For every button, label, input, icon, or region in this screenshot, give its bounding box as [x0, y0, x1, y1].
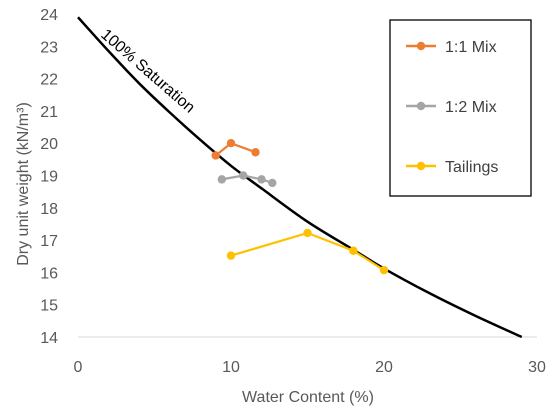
data-point — [226, 251, 236, 260]
legend-label: Tailings — [445, 159, 498, 176]
data-point — [251, 148, 260, 157]
x-axis-title: Water Content (%) — [242, 389, 374, 406]
series-3 — [77, 16, 523, 339]
legend-entry: Tailings — [406, 159, 498, 176]
y-tick-label: 22 — [40, 72, 58, 89]
series-line — [230, 231, 385, 272]
saturation-curve-label: 100% Saturation — [97, 26, 197, 116]
y-tick-label: 18 — [40, 201, 58, 218]
legend: 1:1 Mix 1:2 Mix Tailings — [389, 19, 532, 197]
y-tick-label: 14 — [40, 330, 58, 347]
data-point — [257, 175, 266, 184]
series-line — [77, 16, 523, 339]
data-point — [268, 178, 277, 188]
series-0 — [211, 139, 260, 160]
y-tick-label: 24 — [40, 7, 58, 24]
x-tick-label: 0 — [74, 359, 83, 376]
legend-label: 1:1 Mix — [445, 39, 497, 56]
y-tick-label: 21 — [40, 104, 58, 121]
series-layer — [77, 16, 523, 339]
data-point — [239, 171, 248, 180]
y-tick-label: 16 — [40, 265, 58, 282]
series-line — [221, 174, 273, 184]
x-axis-tick-labels: 0 10 20 30 — [74, 359, 546, 376]
data-point — [217, 175, 227, 184]
legend-items: 1:1 Mix 1:2 Mix Tailings — [406, 39, 498, 176]
legend-swatch-marker — [416, 161, 426, 171]
x-tick-label: 10 — [222, 359, 240, 376]
legend-entry: 1:2 Mix — [406, 99, 497, 116]
legend-entry: 1:1 Mix — [406, 39, 497, 56]
x-tick-label: 30 — [528, 359, 546, 376]
y-tick-label: 19 — [40, 169, 58, 186]
legend-swatch-marker — [416, 41, 426, 51]
legend-swatch-marker — [416, 101, 426, 111]
legend-label: 1:2 Mix — [445, 99, 497, 116]
data-point — [211, 151, 220, 160]
y-tick-label: 15 — [40, 298, 58, 315]
y-axis-title: Dry unit weight (kN/m³) — [15, 102, 32, 266]
data-point — [226, 139, 236, 148]
y-tick-label: 23 — [40, 39, 58, 56]
y-axis-tick-labels: 14 15 16 17 18 19 20 21 22 23 24 — [40, 7, 58, 347]
data-point — [379, 265, 389, 275]
series-1 — [217, 171, 277, 188]
series-2 — [226, 228, 389, 275]
series-line — [215, 141, 256, 157]
x-tick-label: 20 — [375, 359, 393, 376]
y-axis-title-text: Dry unit weight (kN/m³) — [15, 102, 32, 266]
y-tick-label: 20 — [40, 136, 58, 153]
data-point — [349, 246, 358, 255]
data-point — [303, 228, 312, 238]
y-tick-label: 17 — [40, 233, 58, 250]
